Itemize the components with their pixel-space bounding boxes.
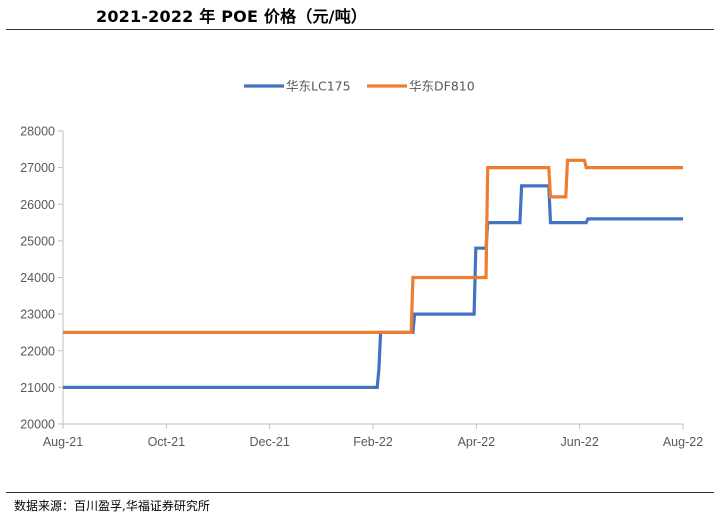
y-tick-label: 21000 bbox=[20, 381, 55, 395]
y-tick-label: 20000 bbox=[20, 418, 55, 432]
y-tick-label: 26000 bbox=[20, 198, 55, 212]
series-line-1 bbox=[63, 184, 683, 389]
y-tick-label: 24000 bbox=[20, 271, 55, 285]
series-line-2 bbox=[63, 158, 683, 334]
bottom-rule bbox=[6, 492, 714, 493]
y-tick-label: 27000 bbox=[20, 161, 55, 175]
legend-label-1: 华东LC175 bbox=[286, 79, 351, 94]
series-lines bbox=[63, 158, 683, 389]
x-tick-label: Aug-22 bbox=[663, 435, 703, 449]
x-tick-label: Apr-22 bbox=[458, 435, 496, 449]
x-tick-label: Jun-22 bbox=[561, 435, 599, 449]
x-tick-label: Feb-22 bbox=[353, 435, 393, 449]
x-tick-label: Dec-21 bbox=[250, 435, 290, 449]
top-rule bbox=[6, 29, 714, 30]
legend-label-2: 华东DF810 bbox=[409, 79, 475, 94]
y-tick-label: 23000 bbox=[20, 308, 55, 322]
x-axis: Aug-21 Oct-21 Dec-21 Feb-22 Apr-22 Jun-22 Aug-… bbox=[43, 423, 703, 449]
figure-title: 2021-2022 年 POE 价格（元/吨） bbox=[96, 7, 368, 26]
y-tick-label: 28000 bbox=[20, 125, 55, 139]
source-note: 数据来源：百川盈孚,华福证券研究所 bbox=[14, 499, 210, 513]
x-tick-label: Oct-21 bbox=[148, 435, 186, 449]
y-tick-label: 22000 bbox=[20, 344, 55, 358]
legend: 华东LC175 华东DF810 bbox=[244, 79, 475, 94]
y-tick-label: 25000 bbox=[20, 234, 55, 248]
y-axis: 20000 21000 22000 23000 24000 25000 26000 27000… bbox=[20, 125, 64, 432]
x-tick-label: Aug-21 bbox=[43, 435, 83, 449]
